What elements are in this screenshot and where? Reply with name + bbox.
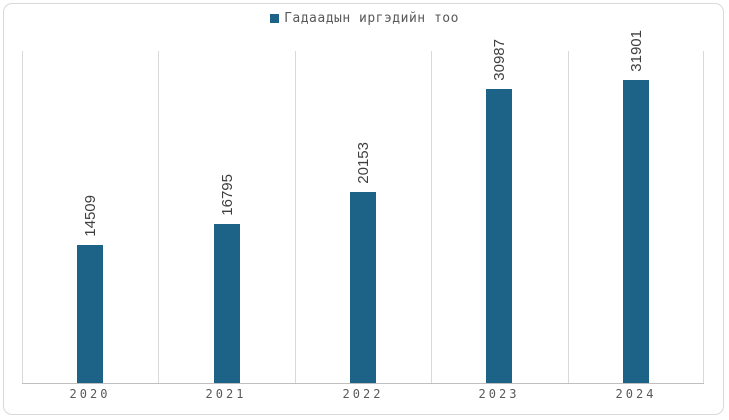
vertical-gridline: [158, 51, 159, 383]
x-axis-label-2020: 2020: [69, 387, 111, 401]
bar-2020[interactable]: [77, 245, 103, 383]
bar-value-label: 31901: [628, 30, 645, 72]
vertical-gridline: [22, 51, 23, 383]
bar-2021[interactable]: [214, 224, 240, 383]
bar-2024[interactable]: [623, 80, 649, 383]
chart-legend[interactable]: Гадаадын иргэдийн тоо: [0, 11, 729, 26]
x-axis-label-2023: 2023: [478, 387, 520, 401]
bar-value-label: 14509: [82, 195, 99, 237]
legend-swatch-icon: [270, 14, 280, 23]
x-axis-line: [22, 383, 704, 384]
bar-2023[interactable]: [486, 89, 512, 383]
bar-value-label: 16795: [219, 174, 236, 216]
vertical-gridline: [431, 51, 432, 383]
x-axis-label-2022: 2022: [342, 387, 384, 401]
legend-series-label: Гадаадын иргэдийн тоо: [284, 11, 459, 26]
bar-value-label: 30987: [491, 39, 508, 81]
x-axis-label-row: 2020 2021 2022 2023 2024: [22, 387, 704, 403]
plot-area: 14509 16795 20153 30987 31901: [22, 30, 704, 384]
x-axis-label-2024: 2024: [615, 387, 657, 401]
vertical-gridline: [703, 51, 704, 383]
x-axis-label-2021: 2021: [205, 387, 247, 401]
bar-2022[interactable]: [350, 192, 376, 383]
vertical-gridline: [295, 51, 296, 383]
bar-value-label: 20153: [355, 142, 372, 184]
vertical-gridline: [568, 51, 569, 383]
